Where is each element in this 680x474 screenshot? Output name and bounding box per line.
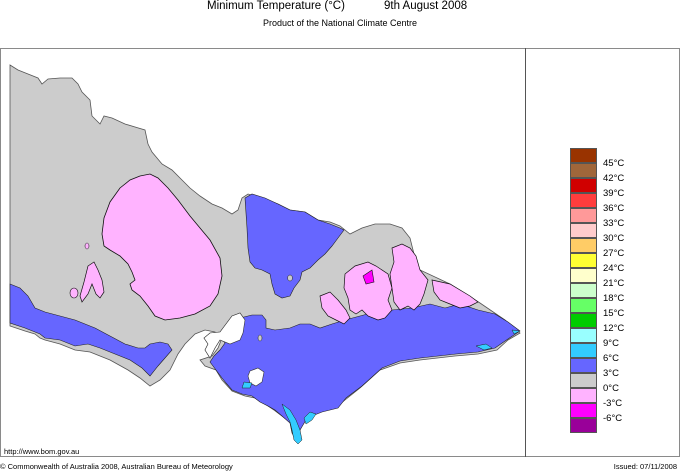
legend-swatch-42 bbox=[570, 163, 597, 178]
legend-swatch-neg3 bbox=[570, 388, 597, 403]
legend-swatch-21 bbox=[570, 268, 597, 283]
band-3c-southwest bbox=[9, 283, 173, 377]
band-3c-northeast bbox=[244, 193, 345, 299]
legend-label: 18°C bbox=[603, 293, 625, 304]
legend-label: 3°C bbox=[603, 368, 619, 379]
legend-label: 9°C bbox=[603, 338, 619, 349]
map-frame bbox=[0, 48, 680, 457]
band-neg3c-small-2 bbox=[69, 287, 79, 299]
legend-label: 30°C bbox=[603, 233, 625, 244]
band-neg3c-east-1 bbox=[343, 261, 393, 321]
header: Minimum Temperature (°C) 9th August 2008 bbox=[0, 0, 680, 14]
band-neg3c-east-3 bbox=[319, 291, 351, 325]
band-6c-coast-1 bbox=[281, 403, 303, 445]
legend-label: 27°C bbox=[603, 248, 625, 259]
issued-date: Issued: 07/11/2008 bbox=[613, 462, 677, 471]
legend-swatch-below-neg6 bbox=[570, 418, 597, 433]
legend-swatch-6 bbox=[570, 343, 597, 358]
legend-divider bbox=[525, 48, 526, 457]
western-port-cutout bbox=[247, 367, 265, 387]
legend-swatch-12 bbox=[570, 313, 597, 328]
frame-border-left bbox=[0, 48, 1, 457]
legend-label: 33°C bbox=[603, 218, 625, 229]
band-neg3c-small-3 bbox=[84, 242, 90, 250]
legend-swatch-30 bbox=[570, 223, 597, 238]
legend-swatch-24 bbox=[570, 253, 597, 268]
grey-island-2 bbox=[257, 334, 263, 342]
legend-swatch-15 bbox=[570, 298, 597, 313]
band-neg3c-east-4 bbox=[431, 279, 479, 309]
legend-label: 36°C bbox=[603, 203, 625, 214]
legend-label: 12°C bbox=[603, 323, 625, 334]
port-phillip-bay-cutout bbox=[203, 312, 246, 359]
legend-swatch-33 bbox=[570, 208, 597, 223]
band-neg3c-west bbox=[101, 173, 223, 321]
legend-swatch-18 bbox=[570, 283, 597, 298]
band-6c-coast-2 bbox=[303, 411, 317, 425]
legend-label: -3°C bbox=[603, 398, 623, 409]
legend-label: 42°C bbox=[603, 173, 625, 184]
band-6c-coast-5 bbox=[511, 329, 521, 335]
legend-label: 0°C bbox=[603, 383, 619, 394]
legend-swatch-39 bbox=[570, 178, 597, 193]
legend-label: 45°C bbox=[603, 158, 625, 169]
legend-label: 15°C bbox=[603, 308, 625, 319]
legend-label: -6°C bbox=[603, 413, 623, 424]
legend-swatch-45 bbox=[570, 148, 597, 163]
map-subtitle: Product of the National Climate Centre bbox=[262, 18, 418, 28]
legend-label: 6°C bbox=[603, 353, 619, 364]
legend-swatch-0 bbox=[570, 373, 597, 388]
band-neg6c-patch bbox=[362, 269, 375, 285]
band-3c-southeast bbox=[209, 303, 521, 441]
map-title: Minimum Temperature (°C) bbox=[207, 0, 345, 12]
band-6c-coast-3 bbox=[241, 381, 253, 389]
band-6c-coast-4 bbox=[475, 343, 493, 351]
map-date: 9th August 2008 bbox=[384, 0, 468, 12]
band-neg3c-small-1 bbox=[79, 261, 105, 303]
legend-swatch-27 bbox=[570, 238, 597, 253]
legend-swatch-neg6 bbox=[570, 403, 597, 418]
legend-swatch-3 bbox=[570, 358, 597, 373]
source-url: http://www.bom.gov.au bbox=[4, 447, 80, 456]
band-neg3c-east-2 bbox=[389, 243, 429, 311]
legend-label: 21°C bbox=[603, 278, 625, 289]
copyright-notice: © Commonwealth of Australia 2008, Austra… bbox=[0, 462, 233, 471]
legend-swatch-9 bbox=[570, 328, 597, 343]
legend-swatch-36 bbox=[570, 193, 597, 208]
grey-island-1 bbox=[287, 274, 293, 282]
legend-label: 39°C bbox=[603, 188, 625, 199]
legend-label: 24°C bbox=[603, 263, 625, 274]
temperature-map bbox=[9, 64, 521, 445]
